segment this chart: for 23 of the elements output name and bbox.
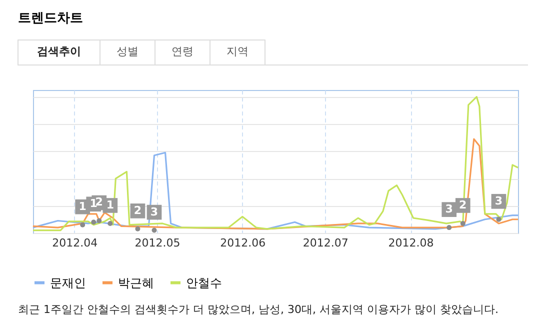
annotation: 3 — [445, 202, 453, 216]
x-tick-label: 2012.05 — [134, 236, 180, 250]
annotation: 1 — [106, 198, 114, 212]
annotation: 1 — [78, 200, 86, 213]
text: 지역 — [226, 45, 248, 58]
annotation: 2 — [134, 204, 142, 217]
legend-label: 박근혜 — [118, 276, 154, 290]
x-tick-label: 2012.04 — [52, 236, 98, 250]
text: 성별 — [116, 45, 138, 58]
chart-title: 트렌드차트 — [18, 11, 83, 26]
text: 검색추이 — [37, 45, 81, 58]
x-tick-label: 2012.07 — [302, 236, 348, 250]
annotation: 2 — [95, 196, 103, 209]
legend-label: 안철수 — [186, 276, 222, 290]
x-tick-label: 2012.06 — [220, 236, 266, 250]
annotation: 3 — [150, 205, 158, 218]
annotation: 3 — [494, 194, 503, 208]
text: 연령 — [172, 45, 194, 58]
annotation: 2 — [459, 198, 467, 212]
legend-label: 문재인 — [50, 276, 86, 290]
x-tick-label: 2012.08 — [388, 236, 434, 250]
text: 최근 1주일간 안철수의 검색횟수가 더 많았으며, 남성, 30대, 서울지역 이용자가 많이 찾았습니다. — [18, 303, 498, 316]
annotation: 1 — [90, 197, 98, 210]
